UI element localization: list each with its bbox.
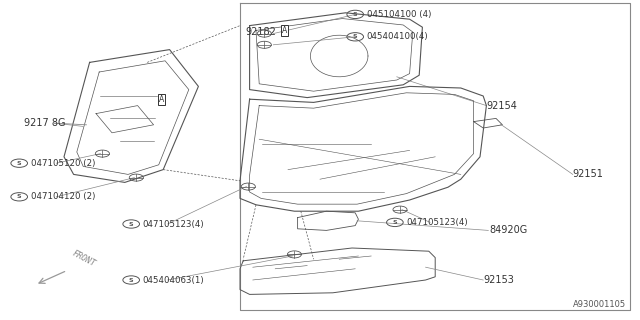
Text: 045404100(4): 045404100(4) <box>367 32 428 41</box>
Text: 92182: 92182 <box>245 27 276 37</box>
Text: 92153: 92153 <box>483 275 514 285</box>
Text: 047104120 (2): 047104120 (2) <box>31 192 95 201</box>
Text: S: S <box>353 12 358 17</box>
Text: 045404063(1): 045404063(1) <box>143 276 204 284</box>
Text: A930001105: A930001105 <box>573 300 626 309</box>
Text: 047105120 (2): 047105120 (2) <box>31 159 95 168</box>
Text: 92154: 92154 <box>486 100 517 111</box>
Text: A: A <box>282 26 287 35</box>
Text: A: A <box>159 95 164 104</box>
Text: 047105123(4): 047105123(4) <box>406 218 468 227</box>
Text: FRONT: FRONT <box>70 249 97 269</box>
Text: 84920G: 84920G <box>490 225 528 236</box>
Text: S: S <box>17 194 22 199</box>
Text: 045104100 (4): 045104100 (4) <box>367 10 431 19</box>
Text: S: S <box>353 34 358 39</box>
Text: S: S <box>129 277 134 283</box>
Text: 92151: 92151 <box>573 169 604 180</box>
Text: S: S <box>392 220 397 225</box>
Text: 047105123(4): 047105123(4) <box>143 220 204 228</box>
Text: S: S <box>129 221 134 227</box>
Text: 9217 8G: 9217 8G <box>24 118 66 128</box>
Text: S: S <box>17 161 22 166</box>
